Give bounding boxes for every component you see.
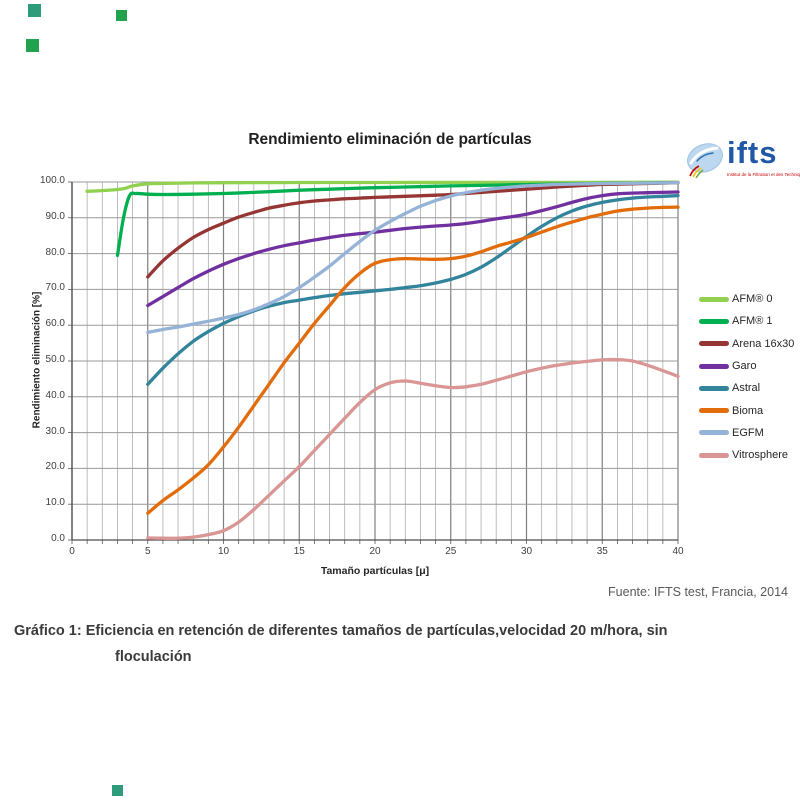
legend-item: Arena 16x30	[699, 333, 794, 355]
series-line-vitrosphere	[146, 357, 680, 540]
legend-swatch	[699, 430, 729, 436]
legend-swatch	[699, 363, 729, 369]
y-tick-label: 30.0	[45, 425, 65, 437]
y-tick-label: 90.0	[45, 210, 65, 222]
ifts-logo: ifts Institut de la Filtration et des Te…	[683, 134, 800, 192]
legend-item: EGFM	[699, 422, 794, 444]
y-tick-label: 40.0	[45, 389, 65, 401]
series-line-afm-0	[85, 180, 680, 193]
ifts-globe-icon	[687, 143, 723, 179]
series-line-egfm	[146, 181, 680, 335]
legend-label: Vitrosphere	[732, 449, 789, 462]
legend-swatch	[699, 341, 729, 347]
line-chart-plot-area	[68, 180, 680, 544]
chart-legend: AFM® 0 AFM® 1 Arena 16x30 Garo Astral Bioma EG…	[699, 288, 794, 466]
legend-label: EGFM	[732, 426, 764, 439]
legend-item: Vitrosphere	[699, 444, 794, 466]
x-tick-label: 20	[369, 546, 381, 557]
series-line-arena-16x30	[146, 181, 680, 279]
figure-caption-line1: Gráfico 1: Eficiencia en retención de di…	[14, 623, 668, 639]
x-tick-label: 0	[69, 546, 75, 557]
legend-swatch	[699, 452, 729, 458]
ifts-logo-text: ifts	[727, 135, 778, 170]
x-axis-label: Tamaño partículas [μ]	[320, 565, 430, 577]
corner-decoration-square	[28, 4, 41, 17]
legend-label: Garo	[732, 360, 757, 373]
ifts-logo-tagline: Institut de la Filtration et des Techniq…	[727, 172, 800, 177]
x-tick-label: 15	[293, 546, 305, 557]
y-tick-label: 20.0	[45, 461, 65, 473]
y-tick-label: 100.0	[39, 175, 65, 186]
legend-item: AFM® 1	[699, 310, 794, 332]
chart-title: Rendimiento eliminación de partículas	[248, 131, 532, 148]
corner-decoration-square	[116, 10, 127, 21]
series-line-garo	[146, 190, 680, 308]
legend-item: AFM® 0	[699, 288, 794, 310]
legend-swatch	[699, 296, 729, 302]
legend-label: Arena 16x30	[732, 337, 795, 350]
series-line-astral	[146, 193, 680, 386]
legend-label: Bioma	[732, 404, 764, 417]
y-tick-label: 10.0	[45, 497, 65, 509]
legend-item: Bioma	[699, 399, 794, 421]
corner-decoration-square	[112, 785, 123, 796]
legend-label: AFM® 1	[732, 315, 773, 328]
legend-swatch	[699, 408, 729, 414]
legend-item: Astral	[699, 377, 794, 399]
x-tick-label: 30	[520, 546, 533, 557]
x-tick-label: 10	[217, 546, 230, 557]
source-note: Fuente: IFTS test, Francia, 2014	[608, 585, 788, 599]
corner-decoration-square	[26, 39, 39, 52]
y-tick-label: 80.0	[45, 246, 65, 258]
figure-caption: Gráfico 1: Eficiencia en retención de di…	[14, 618, 786, 670]
legend-swatch	[699, 385, 729, 391]
x-tick-label: 40	[672, 546, 684, 557]
series-line-bioma	[146, 205, 680, 515]
legend-label: Astral	[732, 382, 761, 395]
figure-caption-line2: floculación	[115, 649, 192, 665]
y-tick-label: 60.0	[45, 318, 65, 330]
x-tick-label: 5	[144, 546, 151, 557]
x-tick-label: 35	[596, 546, 608, 557]
legend-item: Garo	[699, 355, 794, 377]
y-tick-label: 0.0	[51, 533, 65, 544]
y-tick-label: 70.0	[45, 282, 65, 294]
legend-label: AFM® 0	[732, 293, 773, 306]
legend-swatch	[699, 318, 729, 324]
x-tick-label: 25	[445, 546, 457, 557]
y-tick-label: 50.0	[45, 354, 65, 365]
